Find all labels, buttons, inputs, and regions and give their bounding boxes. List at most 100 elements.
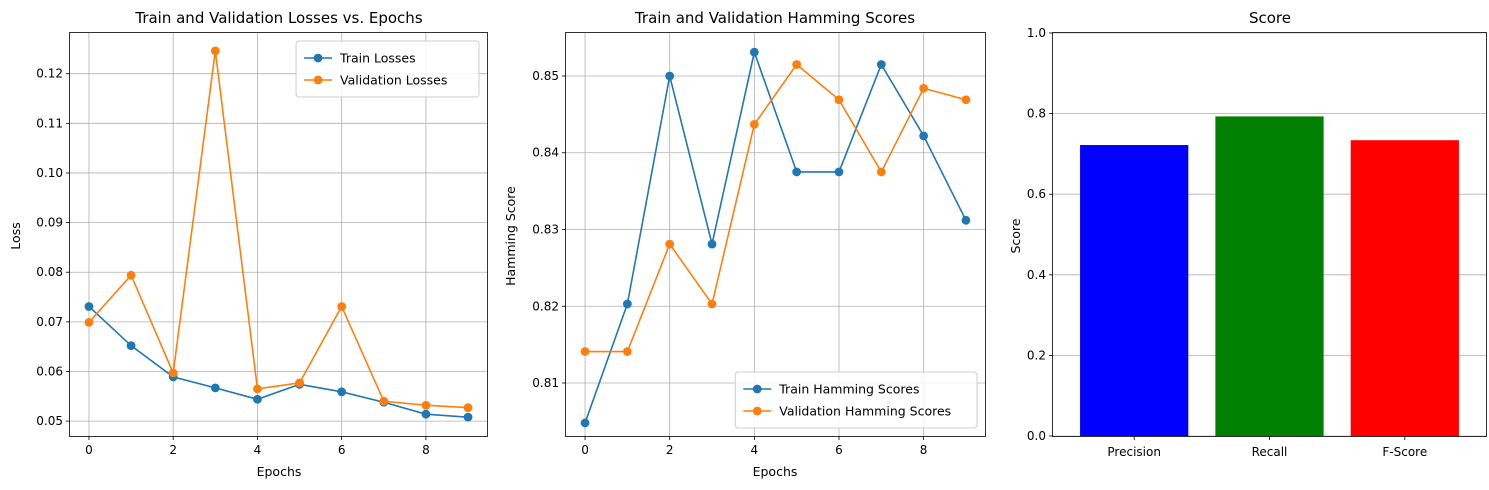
data-point bbox=[580, 418, 590, 428]
legend-marker bbox=[752, 406, 762, 416]
y-tick-label: 0.85 bbox=[532, 69, 559, 83]
y-tick-label: 0.07 bbox=[36, 315, 63, 329]
y-tick-label: 0.11 bbox=[36, 116, 63, 130]
y-tick-label: 0.4 bbox=[1027, 268, 1046, 282]
data-point bbox=[961, 95, 971, 105]
x-tick-label: 0 bbox=[581, 443, 589, 457]
y-tick-label: 0.0 bbox=[1027, 429, 1046, 443]
legend-label: Train Losses bbox=[339, 51, 416, 66]
data-point bbox=[665, 239, 675, 249]
data-point bbox=[792, 167, 802, 177]
x-tick-label: 8 bbox=[920, 443, 928, 457]
series-line bbox=[585, 63, 967, 353]
data-point bbox=[961, 215, 971, 225]
data-point bbox=[749, 119, 759, 129]
data-point bbox=[421, 400, 431, 410]
chart-title: Train and Validation Hamming Scores bbox=[634, 9, 915, 27]
data-point bbox=[834, 95, 844, 105]
y-axis-label: Loss bbox=[8, 222, 23, 249]
x-tick-label: 6 bbox=[835, 443, 843, 457]
plot-frame bbox=[565, 32, 986, 437]
data-point bbox=[792, 60, 802, 69]
data-point bbox=[295, 378, 304, 388]
bar bbox=[1080, 145, 1189, 436]
y-tick-label: 0.81 bbox=[532, 376, 559, 390]
x-tick-label: 4 bbox=[751, 443, 759, 457]
x-axis-label: Epochs bbox=[257, 464, 302, 479]
y-tick-label: 1.0 bbox=[1027, 26, 1046, 40]
legend-label: Train Hamming Scores bbox=[778, 382, 919, 397]
x-tick-label: Precision bbox=[1107, 445, 1161, 459]
y-tick-label: 0.06 bbox=[36, 364, 63, 378]
x-tick-label: 2 bbox=[666, 443, 674, 457]
y-tick-label: 0.84 bbox=[532, 146, 559, 160]
x-tick-label: Recall bbox=[1252, 445, 1288, 459]
plot-frame bbox=[1052, 32, 1487, 437]
bar bbox=[1350, 140, 1459, 436]
data-point bbox=[337, 302, 347, 311]
x-axis-label: Epochs bbox=[753, 464, 798, 479]
data-point bbox=[463, 412, 473, 422]
data-point bbox=[622, 347, 632, 356]
data-point bbox=[665, 71, 675, 81]
data-point bbox=[463, 403, 473, 413]
data-point bbox=[421, 409, 431, 419]
x-tick-label: 4 bbox=[254, 443, 262, 457]
x-tick-label: 8 bbox=[422, 443, 430, 457]
legend-box bbox=[295, 40, 480, 98]
data-point bbox=[876, 60, 886, 69]
series-line bbox=[88, 50, 469, 409]
series-line bbox=[584, 49, 967, 424]
legend-marker bbox=[313, 75, 323, 85]
x-tick-label: 6 bbox=[338, 443, 346, 457]
y-tick-label: 0.08 bbox=[36, 265, 63, 279]
data-point bbox=[919, 131, 929, 141]
chart-title: Train and Validation Losses vs. Epochs bbox=[134, 9, 422, 27]
data-point bbox=[126, 341, 136, 351]
x-tick-label: 2 bbox=[169, 443, 177, 457]
y-tick-label: 0.82 bbox=[532, 299, 559, 313]
data-point bbox=[707, 299, 717, 309]
data-point bbox=[834, 167, 844, 177]
data-point bbox=[707, 239, 717, 249]
data-point bbox=[622, 299, 632, 309]
data-point bbox=[84, 317, 94, 327]
y-tick-label: 0.8 bbox=[1027, 107, 1046, 121]
chart-title: Score bbox=[1249, 9, 1291, 27]
plot-frame bbox=[69, 32, 488, 437]
series-line bbox=[88, 305, 469, 418]
y-tick-label: 0.2 bbox=[1027, 348, 1046, 362]
legend-box bbox=[734, 371, 978, 429]
legend-marker bbox=[752, 384, 762, 394]
data-point bbox=[168, 368, 178, 378]
losses-chart: Train and Validation Losses vs. Epochs E… bbox=[8, 9, 488, 479]
x-tick-label: F-Score bbox=[1382, 445, 1427, 459]
x-tick-label: 0 bbox=[85, 443, 93, 457]
data-point bbox=[749, 47, 759, 57]
data-point bbox=[919, 83, 929, 93]
bar bbox=[1215, 116, 1324, 437]
data-point bbox=[253, 384, 262, 394]
legend: Train Hamming Scores Validation Hamming S… bbox=[734, 371, 978, 429]
legend-marker bbox=[313, 53, 323, 63]
data-point bbox=[337, 387, 347, 397]
data-point bbox=[580, 347, 590, 356]
y-axis-label: Hamming Score bbox=[503, 186, 518, 286]
score-chart: Score Score 0.0 0.2 0.4 0.6 0.8 1.0 Precision R… bbox=[1008, 9, 1487, 459]
y-axis-label: Score bbox=[1008, 218, 1023, 253]
y-tick-label: 0.6 bbox=[1027, 187, 1046, 201]
data-point bbox=[210, 46, 220, 56]
y-tick-label: 0.12 bbox=[36, 67, 63, 81]
y-tick-label: 0.83 bbox=[532, 223, 559, 237]
legend-label: Validation Losses bbox=[340, 73, 447, 88]
legend: Train Losses Validation Losses bbox=[295, 40, 480, 98]
data-point bbox=[876, 167, 886, 177]
data-point bbox=[84, 302, 94, 311]
y-tick-label: 0.10 bbox=[36, 166, 63, 180]
legend-label: Validation Hamming Scores bbox=[779, 404, 951, 419]
y-tick-label: 0.09 bbox=[36, 216, 63, 230]
data-point bbox=[210, 383, 220, 393]
data-point bbox=[253, 394, 262, 404]
y-tick-label: 0.05 bbox=[36, 414, 63, 428]
